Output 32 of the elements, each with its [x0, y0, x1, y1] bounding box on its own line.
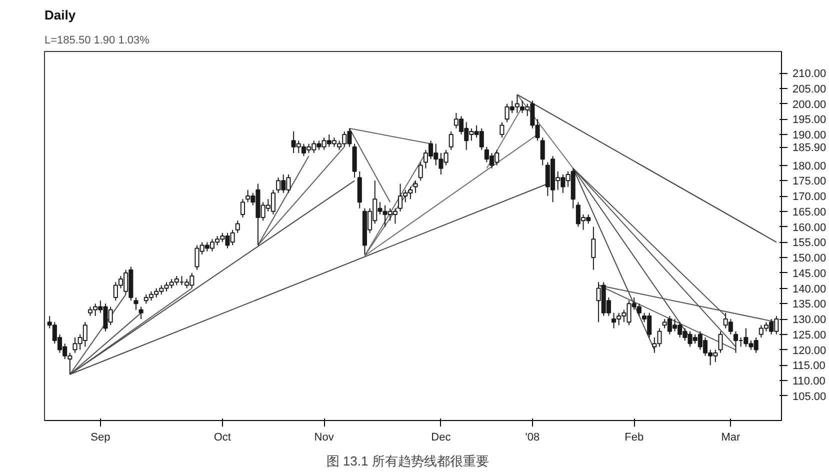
y-tick-label: 180.00: [792, 160, 826, 172]
y-tick-label: 185.90: [792, 142, 826, 154]
x-tick-label: Nov: [314, 432, 334, 444]
x-tick-label: Mar: [721, 432, 740, 444]
y-tick-label: 150.00: [792, 252, 826, 265]
y-tick-label: 130.00: [792, 314, 826, 326]
y-tick-label: 170.00: [792, 191, 826, 204]
x-tick-label: Feb: [624, 432, 644, 444]
caption: 图 13.1 所有趋势线都很重要: [326, 454, 489, 468]
y-tick-label: 145.00: [792, 268, 826, 280]
y-tick-label: 200.00: [792, 98, 826, 111]
y-tick-label: 165.00: [792, 206, 826, 218]
chart-title: Daily: [44, 8, 76, 22]
y-tick-label: 115.00: [792, 360, 826, 372]
y-tick-label: 140.00: [792, 283, 826, 296]
x-tick-label: Oct: [214, 432, 231, 444]
x-tick-label: Dec: [431, 432, 452, 444]
chart-subtitle: L=185.50 1.90 1.03%: [44, 34, 150, 46]
y-tick-label: 135.00: [792, 298, 826, 311]
y-tick-label: 155.00: [792, 237, 826, 250]
y-tick-label: 125.00: [792, 329, 826, 342]
y-tick-label: 205.00: [792, 83, 826, 96]
x-tick-label: Sep: [90, 432, 110, 444]
y-tick-label: 210.00: [792, 68, 826, 80]
y-tick-label: 120.00: [792, 344, 826, 357]
y-tick-label: 175.00: [792, 176, 826, 188]
x-tick-label: '08: [525, 432, 540, 444]
y-tick-label: 105.00: [792, 390, 826, 403]
y-tick-label: 195.00: [792, 114, 826, 126]
y-tick-label: 160.00: [792, 222, 826, 234]
y-tick-label: 110.00: [792, 376, 826, 388]
y-tick-label: 190.00: [792, 130, 826, 142]
